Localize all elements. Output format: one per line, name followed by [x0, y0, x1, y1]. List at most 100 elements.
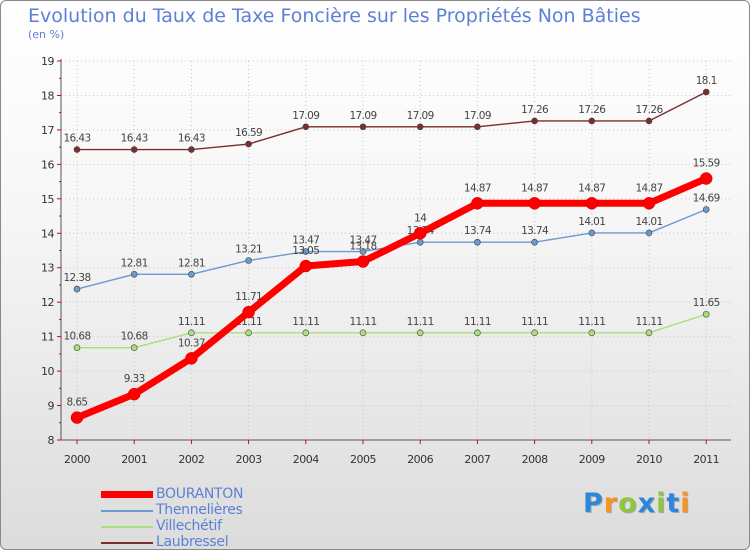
data-point-villechetif	[702, 310, 710, 318]
x-tick-label: 2011	[693, 453, 719, 466]
data-label-thennelieres: 13.21	[235, 243, 262, 255]
x-tick-label: 2000	[64, 453, 90, 466]
legend-swatch-thennelieres	[101, 510, 153, 512]
legend-label-bouranton: BOURANTON	[156, 486, 244, 502]
data-point-thennelieres	[531, 238, 538, 246]
x-tick-label: 2005	[350, 453, 376, 466]
data-label-laubressel: 17.26	[521, 104, 549, 116]
data-label-thennelieres: 13.47	[292, 235, 319, 247]
data-label-thennelieres: 12.38	[63, 272, 90, 284]
y-tick-label: 12	[41, 296, 54, 309]
data-label-bouranton: 13.18	[349, 241, 376, 253]
data-point-laubressel	[302, 123, 310, 131]
legend-label-villechetif: Villechétif	[156, 518, 222, 534]
data-label-bouranton: 9.33	[124, 373, 145, 385]
legend-swatch-villechetif	[101, 526, 153, 528]
data-label-villechetif: 11.11	[349, 316, 376, 328]
data-point-villechetif	[245, 329, 252, 337]
data-point-laubressel	[359, 123, 367, 131]
data-label-thennelieres: 13.47	[349, 235, 376, 247]
data-point-bouranton	[642, 197, 656, 210]
legend-label-laubressel: Laubressel	[156, 534, 229, 550]
data-label-laubressel: 17.26	[578, 104, 606, 116]
data-point-villechetif	[531, 329, 538, 337]
data-label-bouranton: 14	[414, 212, 427, 224]
y-tick-label: 14	[41, 227, 54, 240]
legend-swatch-bouranton	[101, 491, 153, 498]
data-point-thennelieres	[474, 238, 481, 246]
data-point-thennelieres	[130, 270, 138, 278]
data-label-laubressel: 16.43	[121, 133, 148, 145]
data-label-laubressel: 17.09	[349, 110, 376, 122]
data-point-thennelieres	[588, 229, 596, 237]
data-label-laubressel: 17.09	[292, 110, 319, 122]
logo-letter: t	[666, 488, 681, 519]
data-label-villechetif: 11.11	[635, 316, 662, 328]
data-point-thennelieres	[416, 238, 424, 246]
data-point-bouranton	[242, 305, 255, 319]
data-point-thennelieres	[702, 206, 710, 213]
data-point-thennelieres	[188, 270, 195, 278]
y-tick-label: 19	[41, 55, 54, 68]
data-point-bouranton	[356, 255, 370, 268]
y-tick-label: 8	[48, 434, 55, 447]
data-point-villechetif	[359, 329, 367, 337]
data-label-villechetif: 11.11	[178, 316, 205, 328]
x-tick-label: 2008	[522, 453, 548, 466]
data-label-bouranton: 10.37	[178, 337, 205, 349]
x-tick-label: 2006	[407, 453, 433, 466]
data-label-bouranton: 14.87	[635, 182, 662, 194]
data-label-bouranton: 15.59	[693, 157, 720, 169]
y-tick-label: 13	[41, 262, 54, 275]
x-tick-label: 2010	[636, 453, 662, 466]
series-line-laubressel	[76, 91, 707, 151]
data-label-bouranton: 14.87	[464, 182, 491, 194]
data-label-villechetif: 11.11	[521, 316, 548, 328]
data-label-laubressel: 18.1	[696, 75, 717, 87]
data-point-laubressel	[702, 88, 710, 96]
data-label-bouranton: 14.87	[521, 182, 548, 194]
x-tick-label: 2001	[121, 453, 147, 466]
data-point-villechetif	[130, 344, 138, 351]
series-line-villechetif	[76, 313, 707, 349]
data-label-bouranton: 11.71	[235, 291, 262, 303]
data-label-laubressel: 16.43	[178, 133, 205, 145]
data-label-thennelieres: 12.81	[178, 257, 205, 269]
data-point-laubressel	[531, 117, 538, 125]
y-tick-label: 9	[48, 400, 55, 413]
data-point-bouranton	[528, 197, 541, 210]
data-point-thennelieres	[245, 257, 252, 264]
y-tick-label: 15	[41, 193, 54, 206]
logo-letter: r	[603, 488, 619, 519]
data-point-villechetif	[645, 329, 653, 337]
data-point-villechetif	[188, 329, 195, 337]
data-point-bouranton	[471, 197, 484, 210]
data-point-laubressel	[188, 146, 195, 153]
legend-label-thennelieres: Thennelières	[156, 502, 243, 518]
data-label-thennelieres: 14.69	[693, 192, 720, 204]
data-point-thennelieres	[645, 229, 653, 237]
data-label-thennelieres: 14.01	[635, 216, 662, 228]
data-point-laubressel	[245, 140, 252, 148]
data-point-thennelieres	[302, 248, 310, 255]
data-label-bouranton: 8.65	[67, 397, 88, 409]
data-point-villechetif	[302, 329, 310, 337]
data-label-thennelieres: 14.01	[578, 216, 605, 228]
logo-letter: x	[637, 488, 657, 519]
data-label-villechetif: 11.11	[464, 316, 491, 328]
x-tick-label: 2009	[579, 453, 605, 466]
logo-letter: o	[618, 488, 638, 519]
data-point-villechetif	[474, 329, 481, 337]
legend-swatch-laubressel	[101, 542, 153, 544]
data-label-villechetif: 11.11	[407, 316, 434, 328]
data-point-laubressel	[73, 146, 81, 153]
x-tick-label: 2002	[178, 453, 204, 466]
data-point-bouranton	[699, 172, 713, 185]
data-label-bouranton: 14.87	[578, 182, 605, 194]
data-point-bouranton	[299, 259, 313, 273]
y-tick-label: 11	[41, 331, 54, 344]
data-label-thennelieres: 12.81	[121, 257, 148, 269]
data-point-thennelieres	[73, 285, 81, 293]
